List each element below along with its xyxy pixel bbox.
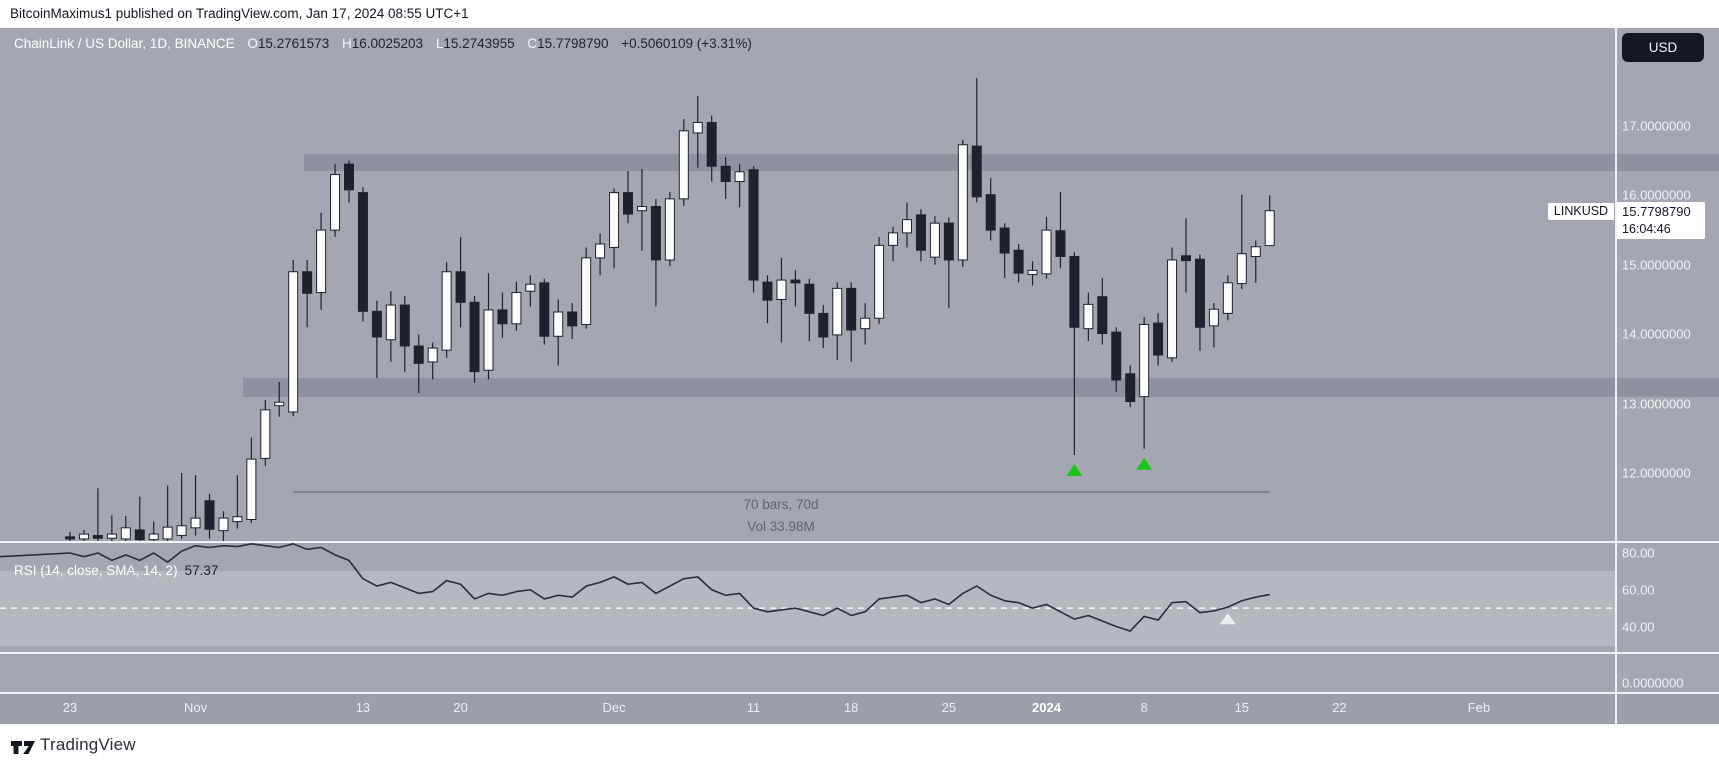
buy-signal-triangle-icon [1136,457,1153,470]
axis-tick: 16.0000000 [1622,187,1691,203]
close-value: 15.7798790 [537,36,609,51]
time-axis-tick: 18 [843,700,859,715]
pane-separator[interactable] [0,652,1719,654]
high-label: H [341,36,352,51]
open-label: O [247,36,258,51]
axis-tick: 60.00 [1622,582,1655,598]
pane-separator[interactable] [0,541,1719,543]
last-price-tag: 15.7798790 16:04:46 [1617,202,1705,239]
open-value: 15.2761573 [257,36,330,51]
symbol-title: ChainLink / US Dollar, 1D, BINANCE [14,36,235,51]
change-value: +0.5060109 (+3.31%) [621,36,752,51]
last-price-value: 15.7798790 [1622,204,1691,219]
rsi-indicator-header[interactable]: RSI (14, close, SMA, 14, 2) 57.37 [14,563,218,578]
time-axis-tick: 23 [62,700,78,715]
footer: TradingView [0,725,1719,765]
currency-usd-button[interactable]: USD [1622,33,1704,62]
pane-separator [0,692,1719,694]
tradingview-logo-text[interactable]: TradingView [40,735,136,754]
countdown-timer: 16:04:46 [1622,222,1671,236]
support-zone [243,378,1719,397]
time-axis-tick: 8 [1140,700,1148,715]
axis-tick: 13.0000000 [1622,396,1691,412]
time-axis-tick: Dec [602,700,626,715]
axis-tick: 0.0000000 [1622,675,1684,691]
time-axis-tick: 2024 [1032,700,1061,715]
rsi-line [0,543,1270,632]
time-axis-tick: Feb [1467,700,1491,715]
time-axis-tick: 11 [746,700,761,715]
time-axis-tick: 20 [453,700,468,715]
time-axis-tick: 13 [355,700,371,715]
axis-tick: 40.00 [1622,619,1655,634]
last-price-symbol-tag: LINKUSD [1548,203,1614,220]
rsi-label: RSI (14, close, SMA, 14, 2) [14,563,178,578]
low-label: L [435,36,444,51]
axis-tick: 12.0000000 [1622,465,1691,481]
resistance-zone [304,154,1719,171]
measure-bars-label: 70 bars, 70d [743,497,819,512]
time-axis-tick: 22 [1332,700,1347,715]
close-label: C [527,36,538,51]
rsi-signal-triangle-icon [1219,613,1236,625]
time-axis-tick: 25 [941,700,957,715]
time-axis-tick: Nov [183,700,208,715]
axis-tick: 14.0000000 [1622,326,1691,342]
attribution-text: BitcoinMaximus1 published on TradingView… [10,6,469,21]
buy-signal-triangle-icon [1066,463,1083,476]
candles-layer [65,78,1275,541]
time-axis-tick: 15 [1234,700,1250,715]
tradingview-logo-icon[interactable] [10,736,36,758]
axis-tick: 15.0000000 [1622,257,1691,273]
attribution-bar: BitcoinMaximus1 published on TradingView… [0,0,1719,28]
symbol-header[interactable]: ChainLink / US Dollar, 1D, BINANCE O15.2… [14,36,752,51]
measure-volume-label: Vol 33.98M [747,519,815,534]
price-axis-separator[interactable] [1615,28,1617,725]
rsi-value: 57.37 [184,563,219,578]
axis-tick: 17.0000000 [1622,118,1691,134]
time-axis[interactable] [0,694,1719,725]
axis-tick: 80.00 [1622,545,1655,561]
high-value: 16.0025203 [351,36,424,51]
low-value: 15.2743955 [443,36,515,51]
